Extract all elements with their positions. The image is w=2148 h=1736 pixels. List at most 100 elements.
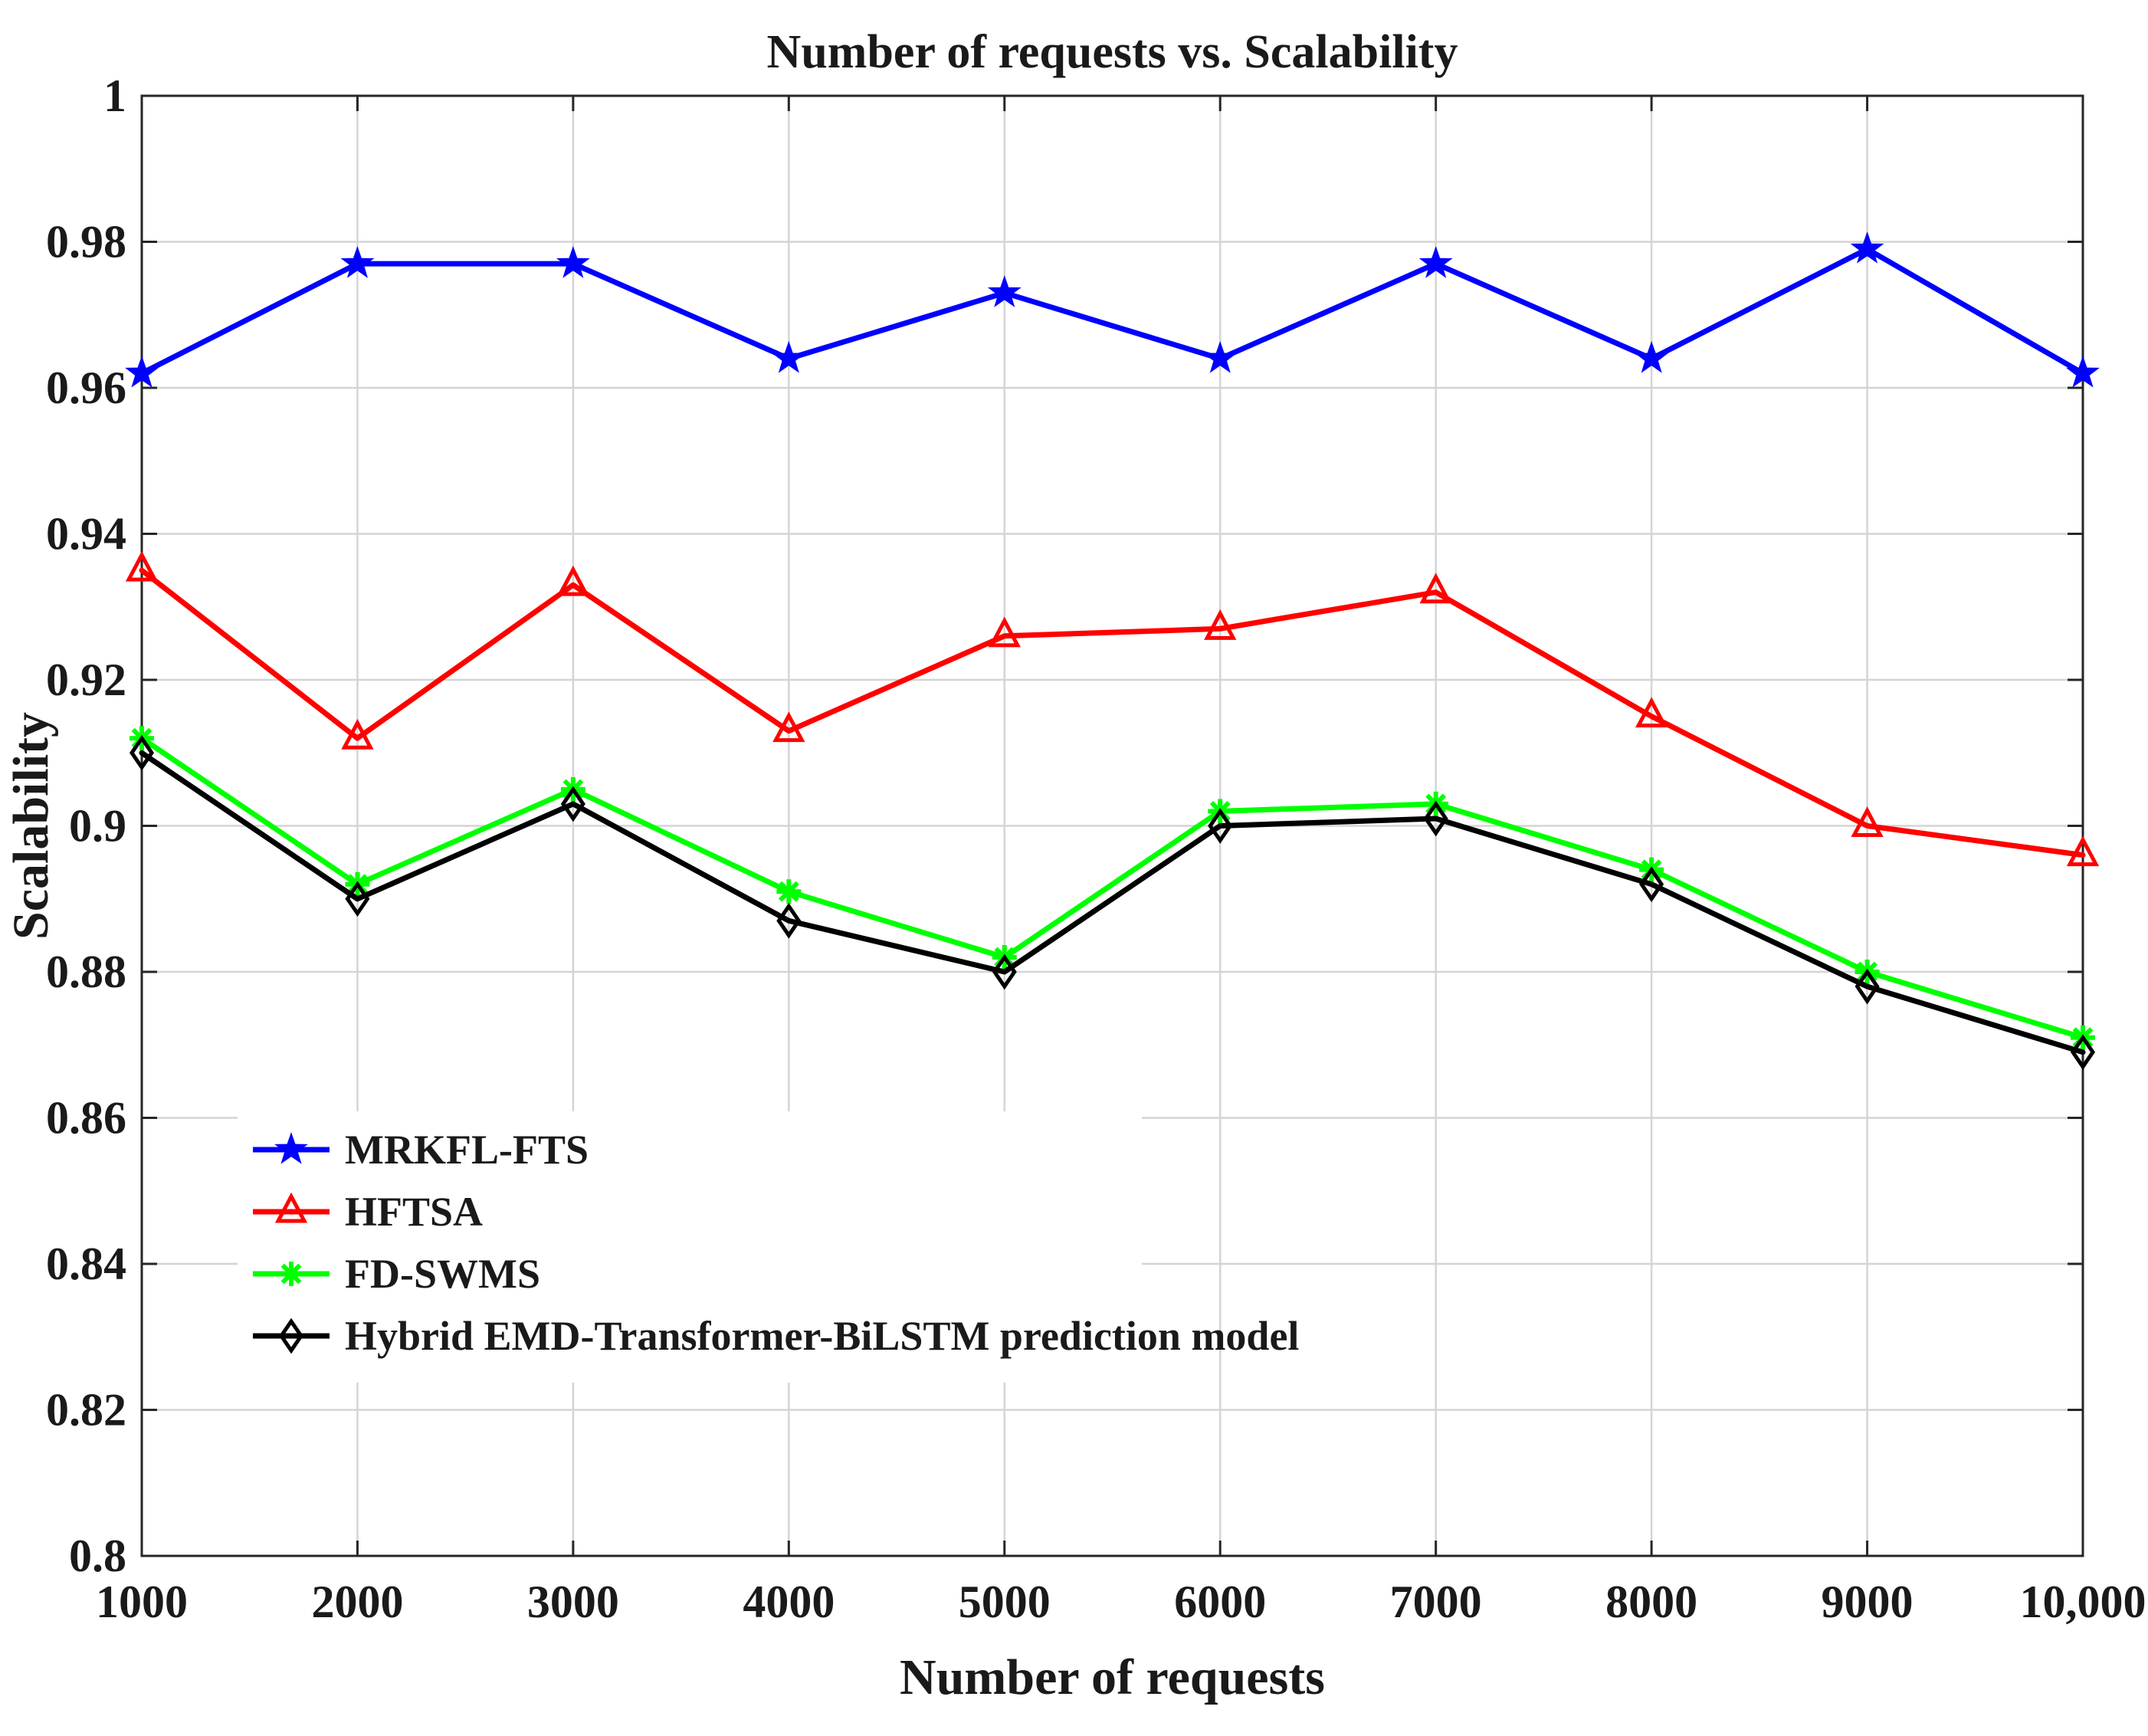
data-point-3-3-shape <box>776 902 802 939</box>
data-point-0-4-shape <box>987 275 1022 307</box>
data-point-3-9-shape <box>2070 1034 2096 1071</box>
data-point-0-2 <box>556 246 590 278</box>
data-point-1-0 <box>125 550 159 582</box>
legend-entry-3: Hybrid EMD-Transformer-BiLSTM prediction… <box>253 1313 1299 1359</box>
series-0 <box>125 231 2100 388</box>
data-point-0-0 <box>125 355 159 388</box>
y-tick-label: 0.86 <box>46 1093 126 1144</box>
y-tick-label: 0.88 <box>46 947 126 997</box>
x-tick-label: 2000 <box>311 1577 403 1627</box>
legend-label-2: FD-SWMS <box>345 1251 540 1297</box>
data-point-0-6-shape <box>1418 246 1453 278</box>
data-point-3-1 <box>345 881 370 917</box>
data-point-3-4 <box>992 953 1017 990</box>
chart-title: Number of requests vs. Scalability <box>767 26 1458 78</box>
axis-ticks: 1000 2000 3000 4000 5000 6000 7000 8000 9000 10,0… <box>46 71 2146 1627</box>
data-point-3-2-shape <box>560 786 585 822</box>
data-point-0-1 <box>340 246 375 278</box>
y-tick-label: 0.94 <box>46 509 126 560</box>
data-point-0-3 <box>772 340 806 373</box>
data-point-1-4-shape <box>988 616 1021 648</box>
legend-marker-0-shape <box>274 1131 308 1164</box>
data-point-1-8 <box>1851 806 1884 837</box>
y-tick-label: 0.9 <box>69 801 126 852</box>
series-3 <box>129 734 2096 1071</box>
data-point-0-3-shape <box>772 340 806 373</box>
x-axis-title: Number of requests <box>900 1649 1325 1705</box>
series-group <box>125 231 2100 1071</box>
data-point-3-5 <box>1208 808 1233 844</box>
x-tick-label: 10,000 <box>2020 1577 2146 1627</box>
data-point-0-9-shape <box>2066 355 2100 388</box>
legend-entry-0: MRKFL-FTS <box>253 1127 589 1173</box>
x-tick-label: 6000 <box>1174 1577 1266 1627</box>
data-point-1-6-shape <box>1419 573 1452 604</box>
x-tick-label: 8000 <box>1605 1577 1697 1627</box>
legend-marker-1 <box>274 1192 308 1223</box>
data-point-1-9 <box>2066 835 2100 867</box>
data-point-0-1-shape <box>340 246 375 278</box>
data-point-3-6 <box>1423 800 1448 837</box>
y-tick-label: 0.92 <box>46 655 126 705</box>
data-point-2-3 <box>776 879 802 904</box>
data-point-2-3-stroke <box>778 881 799 902</box>
series-line-1 <box>139 567 2086 858</box>
y-tick-label: 0.82 <box>46 1385 126 1436</box>
data-point-0-4 <box>987 275 1022 307</box>
series-line-2 <box>139 735 2086 1041</box>
data-point-0-8 <box>1850 231 1884 264</box>
data-point-3-8-shape <box>1854 968 1880 1005</box>
data-point-3-1-shape <box>345 881 370 917</box>
x-tick-label: 1000 <box>96 1577 188 1627</box>
series-1 <box>125 550 2100 867</box>
legend-marker-3-shape <box>278 1318 304 1354</box>
legend: MRKFL-FTS HFTSA FD-SWMS Hybrid EMD-Transfor… <box>238 1111 1299 1383</box>
legend-marker-2 <box>279 1262 303 1286</box>
data-point-3-0 <box>129 734 155 771</box>
data-point-0-9 <box>2066 355 2100 388</box>
data-point-1-7 <box>1635 697 1668 728</box>
x-tick-label: 7000 <box>1390 1577 1482 1627</box>
legend-entry-2: FD-SWMS <box>253 1251 540 1297</box>
data-point-3-7 <box>1639 866 1664 903</box>
x-tick-label: 3000 <box>527 1577 619 1627</box>
data-point-3-8 <box>1854 968 1880 1005</box>
data-point-1-2-shape <box>556 565 590 596</box>
data-point-1-3-shape <box>772 711 805 743</box>
data-point-0-7 <box>1635 340 1668 373</box>
legend-marker-3 <box>278 1318 304 1354</box>
data-point-1-0-shape <box>125 550 159 582</box>
data-point-3-2 <box>560 786 585 822</box>
data-point-1-2 <box>556 565 590 596</box>
x-tick-label: 5000 <box>959 1577 1051 1627</box>
data-point-0-6 <box>1418 246 1453 278</box>
legend-entry-1: HFTSA <box>253 1189 483 1235</box>
series-line-0 <box>139 246 2086 376</box>
data-point-0-0-shape <box>125 355 159 388</box>
x-tick-label: 4000 <box>743 1577 835 1627</box>
data-point-3-0-shape <box>129 734 155 771</box>
data-point-0-5-shape <box>1203 340 1238 373</box>
legend-marker-2-stroke <box>280 1263 302 1285</box>
data-point-1-4 <box>988 616 1021 648</box>
data-point-0-2-shape <box>556 246 590 278</box>
y-tick-label: 0.96 <box>46 363 126 413</box>
data-point-1-5 <box>1204 609 1237 640</box>
data-point-1-1-shape <box>341 718 374 750</box>
data-point-3-5-shape <box>1208 808 1233 844</box>
data-point-3-3 <box>776 902 802 939</box>
data-point-1-8-shape <box>1851 806 1884 837</box>
y-tick-label: 0.8 <box>69 1531 126 1581</box>
data-point-3-6-shape <box>1423 800 1448 837</box>
data-point-1-5-shape <box>1204 609 1237 640</box>
data-point-0-5 <box>1203 340 1238 373</box>
legend-label-3: Hybrid EMD-Transformer-BiLSTM prediction… <box>345 1313 1299 1359</box>
y-tick-label: 0.84 <box>46 1239 126 1289</box>
y-tick-label: 0.98 <box>46 217 126 267</box>
data-point-3-7-shape <box>1639 866 1664 903</box>
legend-label-1: HFTSA <box>345 1189 483 1235</box>
y-tick-label: 1 <box>103 71 126 121</box>
